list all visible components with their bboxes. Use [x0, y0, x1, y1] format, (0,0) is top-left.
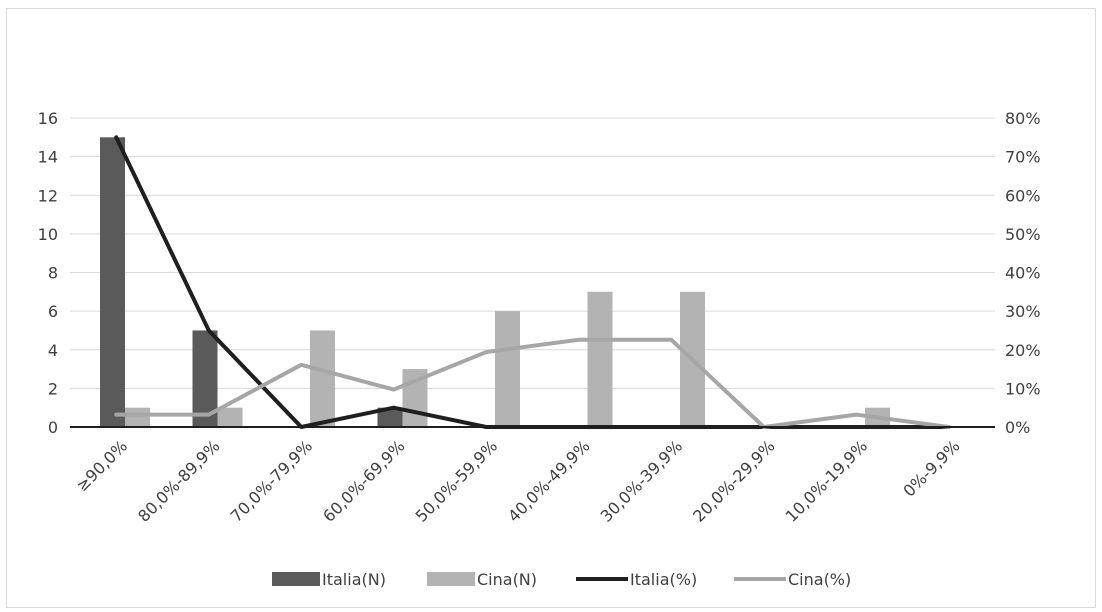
x-tick-label: 50,0%-59,9% — [412, 436, 501, 525]
x-tick-label: 20,0%-29,9% — [689, 436, 778, 525]
legend-cina-n-swatch — [427, 572, 475, 586]
y-left-tick-label: 4 — [48, 341, 58, 360]
legend-italia-label: Italia(%) — [630, 570, 697, 589]
line-cina — [114, 337, 951, 429]
bar-cina-n-4 — [495, 311, 520, 427]
bar-italia-n-0 — [100, 137, 125, 427]
bar-cina-n-0 — [125, 407, 150, 427]
legend-italia-n-label: Italia(N) — [322, 570, 386, 589]
x-tick-label: 60,0%-69,9% — [319, 436, 408, 525]
legend: Italia(N) Cina(N) Italia(%) Cina(%) — [272, 570, 851, 589]
bar-cina-n-5 — [587, 291, 613, 427]
y-right-tick-label: 60% — [1005, 186, 1041, 205]
y-right-tick-label: 30% — [1005, 302, 1041, 321]
y-right-tick-label: 80% — [1005, 109, 1041, 128]
x-tick-label: 80,0%-89,9% — [134, 436, 223, 525]
x-tick-label: 40,0%-49,9% — [504, 436, 593, 525]
axes: 0 0% 2 10% 4 20% 6 30% 8 40% 10 50% 12 60% 14 70% 16 80% ≥… — [38, 109, 1041, 526]
y-right-tick-label: 10% — [1005, 379, 1041, 398]
x-tick-label: 0%-9,9% — [899, 436, 963, 500]
y-right-tick-label: 40% — [1005, 264, 1041, 283]
chart-frame — [6, 8, 1096, 608]
line-italia — [114, 135, 951, 429]
y-left-tick-label: 12 — [38, 186, 58, 205]
bar-cina-n-2 — [310, 330, 335, 427]
y-right-tick-label: 20% — [1005, 341, 1041, 360]
y-left-tick-label: 0 — [48, 418, 58, 437]
bar-cina-n-1 — [217, 407, 243, 427]
x-tick-label: 70,0%-79,9% — [227, 436, 316, 525]
y-left-tick-label: 16 — [38, 109, 58, 128]
bars — [100, 137, 890, 427]
y-right-tick-label: 50% — [1005, 225, 1041, 244]
bar-italia-n-3 — [377, 407, 403, 427]
legend-italia-n-swatch — [272, 572, 320, 586]
lines — [114, 135, 951, 429]
y-left-tick-label: 6 — [48, 302, 58, 321]
y-right-tick-label: 0% — [1005, 418, 1030, 437]
y-left-tick-label: 8 — [48, 264, 58, 283]
y-right-tick-label: 70% — [1005, 148, 1041, 167]
y-left-tick-label: 2 — [48, 379, 58, 398]
legend-cina-label: Cina(%) — [788, 570, 851, 589]
y-left-tick-label: 14 — [38, 148, 58, 167]
gridlines — [70, 117, 995, 389]
y-left-tick-label: 10 — [38, 225, 58, 244]
x-tick-label: 30,0%-39,9% — [597, 436, 686, 525]
legend-cina-n-label: Cina(N) — [477, 570, 537, 589]
x-tick-label: ≥90,0% — [72, 436, 131, 495]
x-tick-label: 10,0%-19,9% — [782, 436, 871, 525]
